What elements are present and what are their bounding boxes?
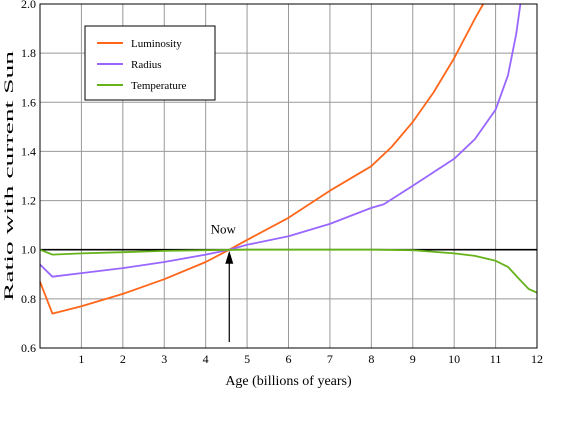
series-lines — [39, 3, 538, 315]
y-axis-label: Ratio with current Sun — [1, 50, 16, 301]
legend-label-radius: Radius — [131, 59, 162, 71]
x-tick-label: 6 — [286, 352, 292, 366]
legend-label-temperature: Temperature — [131, 80, 187, 92]
now-label: Now — [211, 222, 237, 237]
x-tick-labels: 1 2 3 4 5 6 7 8 9 10 11 12 — [78, 352, 543, 366]
x-tick-label: 3 — [161, 352, 167, 366]
y-tick-labels: 0.6 0.8 1.0 1.2 1.4 1.6 1.8 2.0 — [21, 0, 36, 355]
legend: Luminosity Radius Temperature — [84, 25, 216, 101]
y-tick-label: 1.4 — [21, 144, 36, 158]
y-tick-label: 0.6 — [21, 341, 36, 355]
legend-label-luminosity: Luminosity — [131, 38, 182, 50]
y-tick-label: 0.8 — [21, 292, 36, 306]
x-tick-label: 11 — [490, 352, 502, 366]
x-tick-label: 8 — [368, 352, 374, 366]
series-line-luminosity — [39, 3, 484, 315]
x-tick-label: 1 — [78, 352, 84, 366]
plot-frame — [39, 3, 538, 349]
y-tick-label: 2.0 — [21, 0, 36, 11]
x-tick-label: 4 — [203, 352, 209, 366]
y-tick-label: 1.8 — [21, 46, 36, 60]
x-tick-label: 10 — [448, 352, 460, 366]
y-tick-label: 1.6 — [21, 95, 36, 109]
x-tick-label: 12 — [531, 352, 543, 366]
x-tick-label: 2 — [120, 352, 126, 366]
x-axis-label: Age (billions of years) — [225, 374, 352, 389]
now-annotation: Now — [211, 222, 237, 342]
x-tick-label: 5 — [244, 352, 250, 366]
series-line-radius — [39, 3, 522, 278]
series-line-temperature — [39, 248, 538, 294]
y-tick-label: 1.2 — [21, 194, 36, 208]
x-tick-label: 9 — [410, 352, 416, 366]
y-tick-label: 1.0 — [21, 243, 36, 257]
now-arrow-head — [225, 250, 234, 264]
x-tick-label: 7 — [327, 352, 333, 366]
